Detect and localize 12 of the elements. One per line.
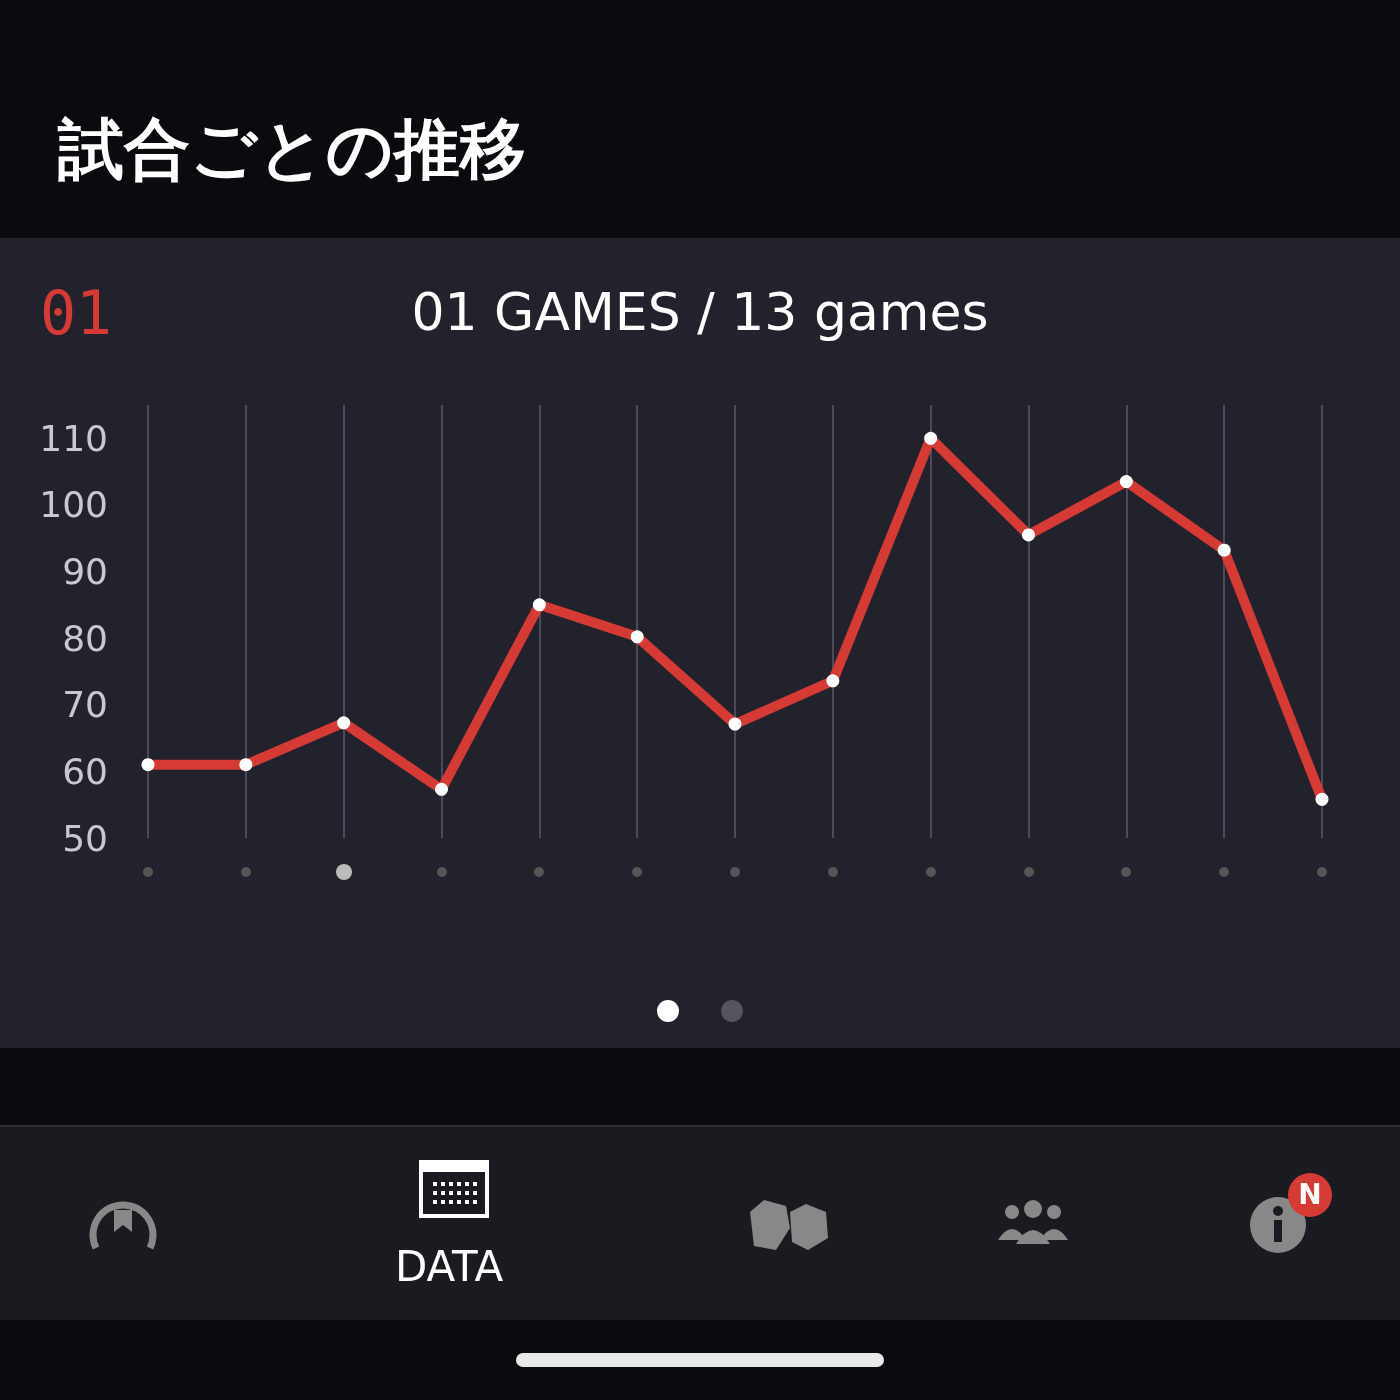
y-tick-label: 70 xyxy=(62,684,108,726)
chart-subtitle: 01 GAMES / 13 games xyxy=(411,282,989,342)
y-tick-label: 110 xyxy=(39,417,108,459)
y-tick-label: 60 xyxy=(62,750,108,792)
y-tick-label: 80 xyxy=(62,617,108,659)
text: 01 xyxy=(40,278,113,348)
text: DATA xyxy=(395,1242,504,1291)
y-tick-label: 50 xyxy=(62,817,108,859)
y-tick-label: 90 xyxy=(62,551,108,593)
text: N xyxy=(1288,1173,1332,1217)
y-tick-label: 100 xyxy=(39,484,108,526)
chart-title: 試合ごとの推移 xyxy=(58,110,526,190)
